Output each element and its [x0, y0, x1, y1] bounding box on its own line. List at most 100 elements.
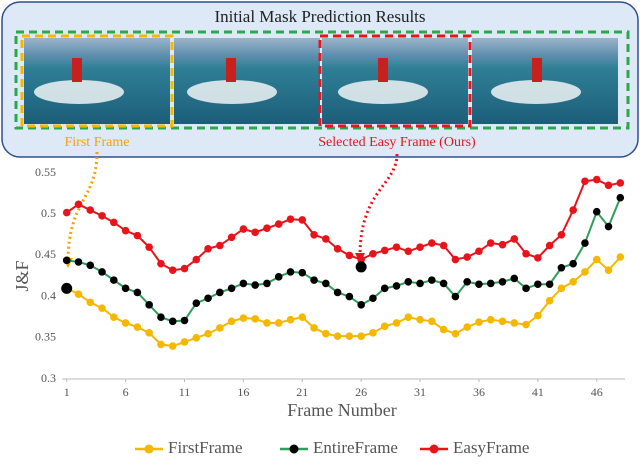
point	[74, 200, 83, 209]
point	[486, 239, 495, 247]
rider	[532, 58, 542, 82]
point	[416, 315, 424, 324]
point	[428, 276, 436, 284]
point	[369, 294, 377, 303]
legend-marker	[289, 444, 299, 454]
thumb	[24, 38, 170, 124]
point	[451, 292, 460, 301]
point	[145, 301, 153, 309]
point	[62, 256, 71, 265]
highlight-point	[355, 261, 367, 273]
x-tick-label: 41	[532, 385, 544, 399]
point	[145, 329, 153, 337]
splash	[187, 80, 277, 104]
point	[439, 325, 448, 334]
point	[157, 340, 165, 349]
point	[239, 225, 248, 233]
legend-label: FirstFrame	[168, 438, 243, 457]
point	[392, 319, 401, 327]
point	[392, 282, 401, 290]
x-tick-label: 6	[123, 385, 129, 399]
y-axis-label: J&F	[12, 260, 32, 291]
point	[274, 273, 283, 281]
point	[380, 284, 389, 293]
point	[286, 215, 295, 223]
rider	[72, 58, 82, 82]
frame-group	[14, 30, 630, 130]
point	[192, 299, 201, 307]
point	[486, 315, 495, 324]
point	[145, 243, 153, 251]
point	[86, 261, 95, 270]
point	[157, 313, 165, 322]
point	[310, 276, 318, 284]
point	[168, 266, 177, 275]
point	[592, 255, 601, 264]
point	[463, 323, 471, 331]
point	[616, 253, 625, 261]
point	[251, 228, 259, 237]
point	[369, 249, 377, 258]
point	[62, 208, 71, 217]
point	[298, 268, 307, 277]
point	[604, 222, 613, 231]
point	[428, 239, 436, 247]
splash	[34, 80, 124, 104]
x-tick-label: 46	[591, 385, 603, 399]
rider	[226, 58, 236, 82]
point	[168, 342, 177, 350]
point	[86, 206, 95, 214]
y-tick-label: 0.45	[35, 247, 56, 261]
annotation: Selected Easy Frame (Ours)	[318, 135, 476, 150]
point	[121, 284, 130, 293]
y-tick-label: 0.55	[35, 165, 56, 179]
point	[345, 292, 354, 301]
point	[180, 338, 189, 346]
point	[357, 301, 365, 309]
point	[227, 317, 236, 326]
point	[298, 313, 307, 322]
point	[404, 277, 413, 286]
point	[475, 280, 483, 289]
point	[475, 247, 483, 256]
point	[274, 319, 283, 327]
point	[204, 294, 212, 303]
point	[534, 254, 542, 262]
point	[557, 263, 566, 272]
point	[439, 241, 448, 250]
point	[98, 268, 106, 276]
point	[286, 315, 295, 324]
legend-label: EntireFrame	[313, 438, 398, 457]
point	[380, 322, 389, 331]
highlight-point	[61, 282, 73, 294]
point	[451, 329, 460, 338]
point	[522, 320, 530, 329]
first-frame-box	[20, 34, 174, 128]
point	[263, 224, 271, 233]
point	[581, 268, 589, 276]
y-tick-label: 0.5	[41, 206, 56, 220]
point	[168, 317, 177, 326]
point	[98, 212, 106, 220]
point	[216, 288, 224, 297]
x-tick-label: 11	[179, 385, 191, 399]
point	[216, 324, 224, 332]
point	[569, 206, 577, 214]
point	[428, 317, 436, 326]
point	[475, 318, 483, 326]
point	[581, 239, 589, 247]
point	[439, 279, 448, 288]
point	[345, 332, 354, 340]
point	[74, 258, 83, 266]
arrow	[358, 153, 399, 257]
x-tick-label: 21	[296, 385, 308, 399]
point	[251, 315, 259, 323]
point	[333, 288, 342, 297]
point	[498, 277, 507, 286]
point	[369, 329, 377, 337]
point	[463, 277, 471, 286]
point	[121, 226, 130, 235]
point	[180, 316, 189, 325]
point	[192, 255, 201, 264]
